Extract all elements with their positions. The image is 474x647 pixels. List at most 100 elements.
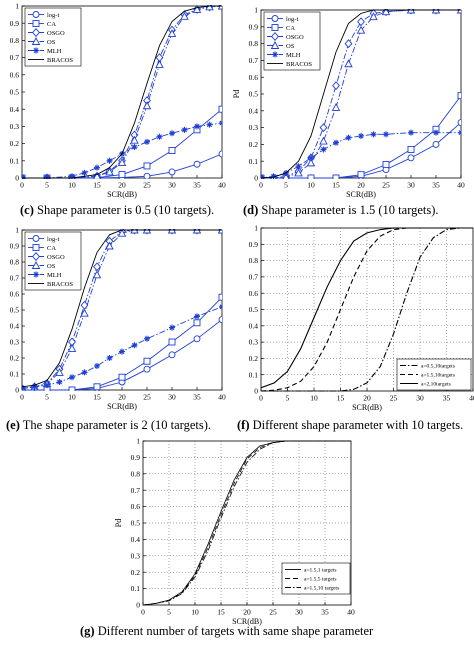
chart-e-caption-label: (e) [6, 418, 20, 432]
chart-e-point-3-3 [55, 367, 64, 376]
chart-c-legend-marker-3 [31, 37, 41, 45]
chart-e-point-4-6 [94, 363, 100, 369]
chart-e-point-1-3 [93, 383, 101, 391]
chart-d-point-0-8 [457, 119, 461, 127]
chart-c-ytick-label: 0.4 [10, 105, 20, 114]
chart-c-point-4-12 [194, 123, 200, 130]
chart-c-point-3-6 [130, 135, 139, 144]
chart-d-legend-marker-2 [271, 32, 279, 41]
chart-c-xtick-label: 0 [20, 181, 24, 190]
chart-f-ytick-label: 1 [254, 224, 258, 233]
chart-c-xtick-label: 25 [143, 181, 151, 190]
chart-e-plot: 0 5 10 15 20 25 30 35 40 0 0.1 0.2 0.3 0.4 0.5 0.6 0.7 0.… [0, 226, 226, 411]
chart-d-ytick-label: 0.7 [249, 56, 259, 65]
chart-panel-e: 0 5 10 15 20 25 30 35 40 0 0.1 0.2 0.3 0.4 0.5 0.6 0.7 0.… [0, 225, 237, 437]
chart-e-ytick-label: 1 [15, 226, 19, 235]
chart-c-legend-entry-5: BRACOS [47, 57, 73, 64]
chart-e-xtick-label: 15 [93, 393, 101, 402]
chart-d-legend-marker-0 [271, 15, 279, 22]
chart-c-legend-entry-4: MLH [47, 48, 62, 55]
chart-c-ytick-label: 0.8 [10, 36, 20, 45]
chart-e-point-0-7 [193, 335, 201, 343]
chart-d-legend-entry-3: OS [286, 43, 295, 50]
chart-c-legend-marker-2 [32, 28, 40, 37]
chart-f-ytick-label: 0.5 [249, 305, 259, 314]
chart-e-point-1-4 [118, 373, 126, 381]
chart-e-point-4-7 [106, 355, 113, 361]
chart-e-ytick-label: 0.2 [10, 354, 20, 363]
chart-c-ytick-label: 0.1 [10, 156, 20, 165]
chart-c-xtick-label: 40 [218, 181, 226, 190]
chart-e-point-1-8 [218, 293, 222, 301]
chart-e-series-group [22, 229, 222, 391]
chart-e-point-3-5 [80, 308, 89, 317]
chart-d-point-3-5 [319, 136, 328, 145]
chart-c-point-4-3 [81, 169, 88, 176]
chart-g-xlabel: SCR(dB) [232, 617, 262, 626]
chart-e-ytick-label: 0.5 [10, 306, 20, 315]
chart-c-point-3-3 [93, 171, 101, 179]
chart-c-xtick-label: 35 [193, 181, 201, 190]
chart-g-xtick-label: 20 [243, 608, 251, 617]
chart-c-ytick-label: 0 [15, 174, 19, 183]
chart-c-legend-marker-0 [32, 11, 40, 18]
chart-g-series-line-2 [143, 440, 351, 606]
chart-d-point-3-2 [282, 172, 290, 179]
chart-c-ytick-label: 0.2 [10, 139, 20, 148]
chart-c-point-1-6 [168, 147, 176, 154]
chart-c-point-0-5 [143, 172, 151, 179]
chart-e-point-1-5 [143, 357, 151, 365]
chart-e-ytick-label: 0.4 [10, 322, 20, 331]
chart-g-xtick-label: 0 [141, 608, 145, 617]
chart-e-point-3-8 [117, 229, 127, 237]
chart-d-ytick-label: 0.5 [249, 90, 259, 99]
chart-f-ytick-label: 0.3 [249, 338, 259, 347]
chart-c-ytick-label: 1 [15, 2, 19, 11]
chart-c-point-3-7 [142, 101, 152, 110]
chart-e-xtick-label: 40 [218, 393, 226, 402]
chart-c-xlabel: SCR(dB) [107, 190, 137, 199]
chart-e-legend-entry-0: log-t [47, 236, 59, 243]
chart-e-point-4-9 [131, 342, 138, 349]
chart-e-point-1-6 [168, 338, 176, 346]
chart-c-point-3-8 [155, 60, 164, 68]
chart-d-point-2-5 [319, 123, 328, 133]
chart-f-ytick-label: 0.4 [249, 321, 259, 330]
chart-c-point-0-6 [168, 168, 176, 176]
chart-c-series-group [22, 5, 222, 179]
chart-d-legend-entry-5: BRACOS [286, 61, 312, 68]
chart-f-ytick-label: 0 [254, 387, 258, 396]
chart-c-point-0-7 [193, 160, 201, 168]
chart-d-xtick-label: 0 [259, 181, 263, 190]
chart-e-point-4-11 [169, 324, 175, 331]
chart-f-xtick-label: 25 [390, 394, 398, 403]
chart-d-point-4-6 [333, 139, 339, 146]
chart-d-point-4-7 [345, 134, 352, 141]
chart-c-ytick-label: 0.7 [10, 53, 20, 62]
chart-e-legend-marker-0 [32, 235, 40, 242]
chart-c-point-1-4 [118, 171, 126, 179]
chart-d-legend-entry-4: MLH [286, 52, 301, 59]
chart-e-point-4-5 [81, 369, 88, 376]
chart-e-legend-marker-1 [32, 244, 40, 251]
chart-e-legend-entry-1: CA [47, 245, 56, 252]
chart-panel-c: 0 5 10 15 20 25 30 35 40 0 0.1 0.2 0.3 0.4 0.5 0.6 0.7 0.… [0, 0, 237, 232]
chart-g-caption-label: (g) [80, 624, 95, 638]
chart-e-ytick-label: 0.3 [10, 338, 20, 347]
chart-e-point-0-8 [218, 316, 222, 324]
chart-d-ytick-label: 0 [254, 174, 258, 183]
chart-d-ytick-label: 0.9 [249, 22, 259, 31]
chart-d-xtick-label: 15 [332, 181, 340, 190]
chart-d-point-4-12 [433, 129, 439, 136]
chart-f-xtick-label: 15 [337, 394, 345, 403]
chart-d-point-4-13 [458, 129, 461, 136]
chart-f-xtick-label: 40 [469, 394, 474, 403]
chart-g-caption-text: Different number of targets with same sh… [97, 624, 374, 638]
chart-d-point-3-8 [356, 25, 366, 34]
chart-d-point-1-4 [357, 171, 365, 179]
chart-e-point-1-2 [68, 386, 76, 391]
chart-d-point-1-8 [457, 92, 461, 100]
chart-e-legend-entry-2: OSGO [47, 254, 65, 261]
chart-e-ytick-label: 0.8 [10, 258, 20, 267]
chart-d-caption: (d) Shape parameter is 1.5 (10 targets). [243, 203, 439, 218]
